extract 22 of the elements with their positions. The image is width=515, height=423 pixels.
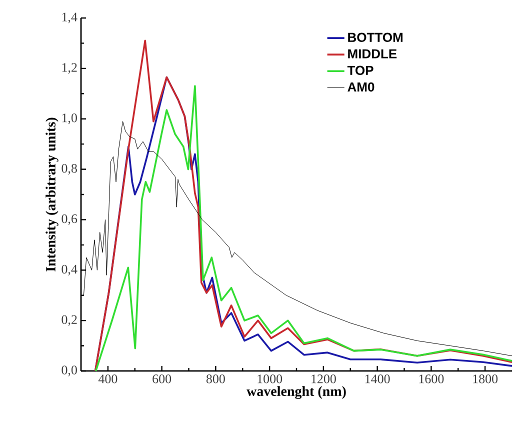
y-tick-label: 0,2 bbox=[62, 315, 77, 326]
x-tick-label: 1200 bbox=[312, 374, 336, 384]
y-axis-title: Intensity (arbitrary units) bbox=[46, 118, 58, 272]
y-tick-label: 0,0 bbox=[62, 366, 77, 376]
y-tick-label: 0,8 bbox=[62, 164, 77, 175]
legend-label: MIDDLE bbox=[348, 49, 397, 58]
y-tick-label: 0,4 bbox=[62, 264, 78, 276]
x-tick-label: 800 bbox=[206, 374, 225, 384]
x-tick-label: 1000 bbox=[258, 374, 282, 384]
y-tick-label: 1,4 bbox=[62, 12, 78, 24]
x-tick-label: 1800 bbox=[473, 374, 498, 384]
legend-label: TOP bbox=[347, 66, 374, 76]
x-tick-label: 1400 bbox=[365, 374, 390, 384]
x-axis-title: wavelenght (nm) bbox=[246, 386, 346, 399]
legend-label: BOTTOM bbox=[348, 32, 402, 42]
x-tick-label: 400 bbox=[98, 374, 118, 384]
legend-label: AM0 bbox=[348, 82, 374, 92]
x-tick-label: 600 bbox=[152, 374, 172, 384]
x-tick-label: 1600 bbox=[419, 374, 444, 384]
y-tick-label: 1,0 bbox=[62, 114, 77, 124]
y-tick-label: 1,2 bbox=[62, 63, 77, 74]
y-tick-label: 0,6 bbox=[62, 214, 78, 226]
